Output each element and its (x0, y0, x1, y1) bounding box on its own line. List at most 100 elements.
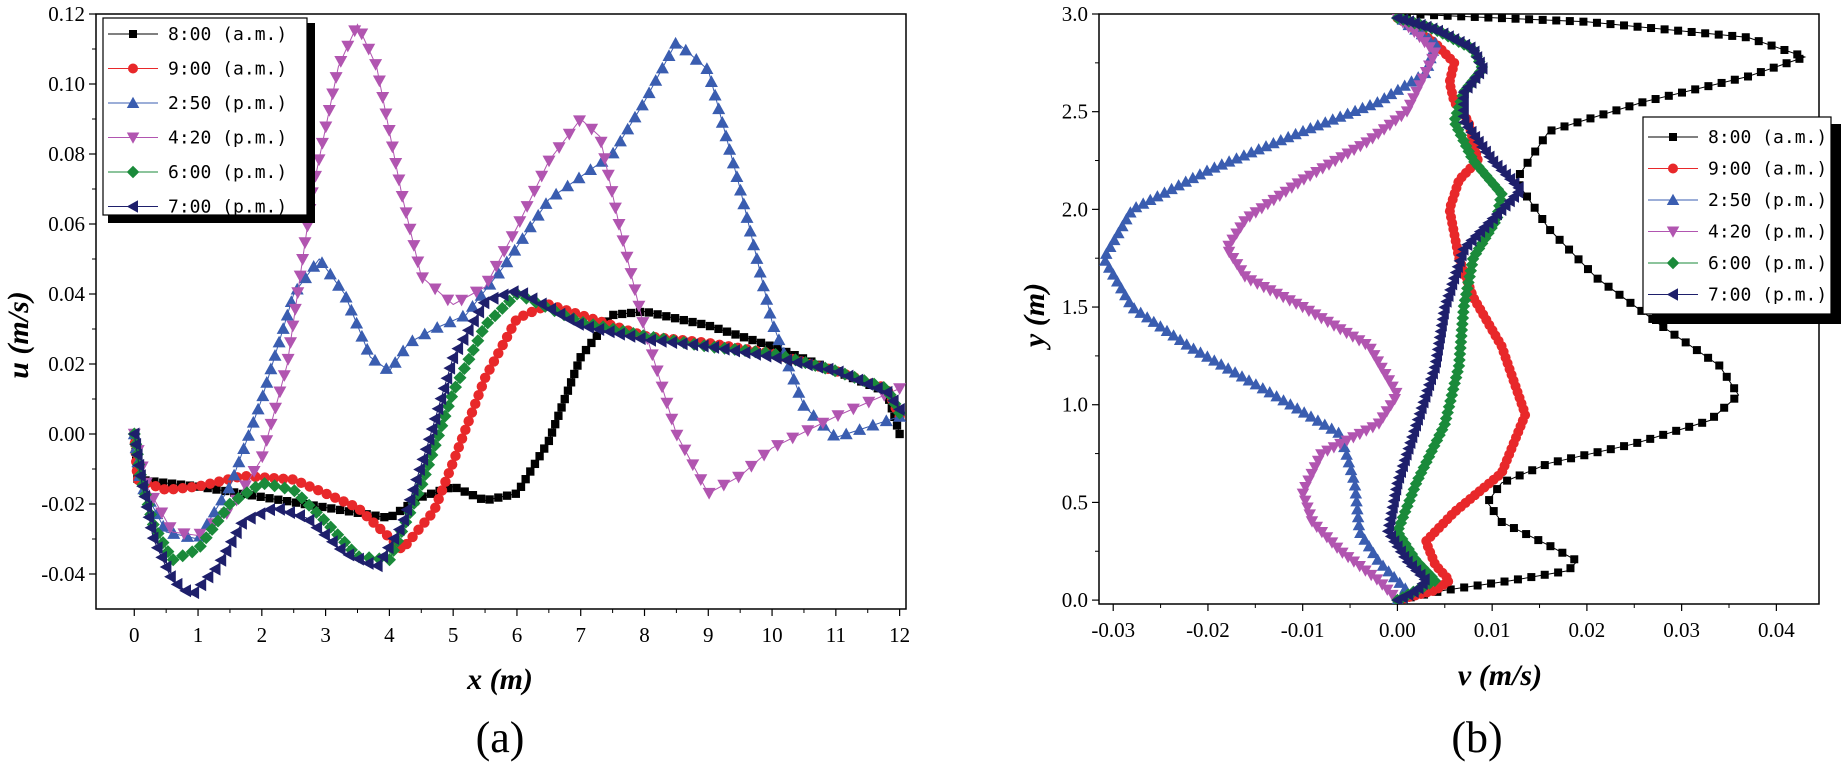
data-point (256, 389, 270, 402)
data-point (132, 458, 145, 472)
data-point (469, 286, 483, 299)
data-point (338, 496, 349, 507)
data-point (879, 414, 893, 427)
data-point (1261, 199, 1274, 211)
data-point (1364, 343, 1377, 355)
x-tick-label: 0.02 (1569, 618, 1606, 642)
data-point (400, 503, 413, 517)
data-point (792, 386, 806, 398)
data-point (403, 493, 416, 507)
data-point (572, 171, 586, 184)
data-point (1302, 305, 1316, 317)
data-point (886, 394, 899, 408)
data-point (616, 235, 630, 248)
data-point (450, 450, 461, 462)
data-point (434, 392, 447, 406)
data-point (759, 349, 772, 363)
data-point (368, 517, 379, 528)
data-point (1104, 240, 1117, 252)
data-point (150, 541, 163, 555)
data-point (670, 429, 684, 442)
data-point (1651, 95, 1660, 104)
legend-swatch-marker (1668, 163, 1678, 174)
legend-entry: 7:00 (p.m.) (1648, 285, 1827, 306)
data-point (787, 372, 801, 385)
data-point (268, 349, 282, 361)
legend-label: 2:50 (p.m.) (1708, 190, 1827, 211)
data-point (467, 314, 479, 328)
data-point (1460, 288, 1473, 301)
data-point (1274, 134, 1288, 146)
data-point (1674, 26, 1683, 35)
data-point (1228, 366, 1242, 378)
data-point (455, 294, 469, 307)
data-point (138, 490, 150, 504)
data-point (413, 463, 425, 476)
data-point (1108, 233, 1121, 246)
data-point (1443, 14, 1452, 20)
data-point (301, 220, 314, 233)
series-6 (1381, 14, 1524, 604)
data-point (1112, 226, 1125, 239)
data-point (452, 483, 461, 493)
data-point (492, 266, 505, 279)
data-point (396, 344, 410, 357)
data-point (1222, 155, 1236, 167)
data-point (1249, 378, 1263, 390)
data-point (268, 472, 280, 484)
data-point (645, 349, 659, 362)
legend-swatch-marker (126, 96, 140, 108)
data-point (422, 432, 435, 446)
data-point (526, 306, 537, 318)
data-point (1538, 136, 1547, 145)
data-point (1701, 29, 1710, 38)
data-point (407, 240, 421, 252)
data-point (283, 506, 295, 519)
data-point (240, 486, 254, 500)
data-point (1252, 143, 1265, 155)
data-point (258, 477, 272, 491)
data-point (531, 208, 545, 221)
data-point (1308, 309, 1322, 321)
data-point (177, 528, 191, 541)
data-point (1454, 335, 1468, 349)
data-point (475, 324, 489, 338)
data-point (472, 305, 485, 319)
data-point (336, 505, 345, 515)
x-tick-label: 5 (448, 623, 459, 647)
data-point (329, 72, 343, 84)
data-point (207, 505, 221, 518)
data-point (1242, 374, 1256, 386)
x-axis-title-a: x (m) (466, 663, 533, 696)
data-point (1446, 585, 1455, 594)
data-point (213, 476, 225, 487)
data-point (862, 396, 876, 409)
x-tick-label: 0.03 (1663, 618, 1700, 642)
data-point (1637, 306, 1646, 315)
data-point (1116, 220, 1129, 232)
y-tick-label: 0.08 (48, 142, 85, 166)
data-point (518, 310, 529, 321)
data-point (554, 411, 563, 420)
data-point (140, 500, 153, 514)
data-point (223, 497, 237, 511)
data-point (626, 308, 636, 318)
data-point (1244, 275, 1258, 287)
data-point (613, 327, 625, 341)
data-point (312, 485, 324, 496)
data-point (655, 61, 669, 74)
x-tick-label: 4 (384, 623, 395, 647)
data-point (425, 510, 436, 521)
data-point (1391, 14, 1403, 25)
data-point (665, 336, 678, 349)
data-point (801, 358, 813, 372)
data-point (1612, 106, 1621, 115)
data-point (443, 361, 456, 375)
data-point (1420, 20, 1432, 34)
data-point (1311, 414, 1325, 426)
data-point (315, 256, 329, 268)
data-point (1245, 146, 1258, 158)
data-point (722, 327, 732, 336)
data-point (1717, 78, 1726, 87)
data-point (530, 459, 540, 469)
